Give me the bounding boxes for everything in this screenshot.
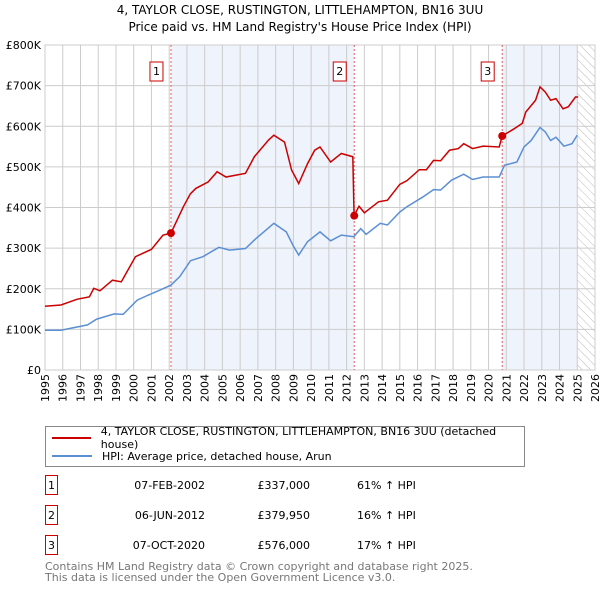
y-tick-label: £700K (6, 80, 42, 93)
sale-date: 07-FEB-2002 (134, 479, 205, 492)
x-tick-label: 2008 (270, 374, 283, 402)
x-tick-label: 2009 (287, 374, 300, 402)
sale-label-box (480, 61, 495, 82)
sale-label: 2 (336, 65, 343, 78)
sale-label-box (149, 61, 164, 82)
sale-hpi-diff: 16% ↑ HPI (357, 509, 416, 522)
sale-price: £379,950 (257, 509, 311, 522)
footer-licence: This data is licensed under the Open Gov… (45, 571, 396, 584)
y-tick-label: £800K (6, 39, 42, 52)
legend-label: 4, TAYLOR CLOSE, RUSTINGTON, LITTLEHAMPT… (100, 425, 497, 451)
x-tick-label: 2000 (128, 374, 141, 402)
x-tick-label: 1997 (74, 374, 87, 402)
legend: 4, TAYLOR CLOSE, RUSTINGTON, LITTLEHAMPT… (45, 425, 525, 467)
y-tick-label: £0 (27, 364, 41, 377)
sale-row: 3 07-OCT-2020 £576,000 17% ↑ HPI (45, 535, 445, 557)
sale-hpi-diff: 61% ↑ HPI (357, 479, 416, 492)
x-tick-label: 2001 (145, 374, 158, 402)
x-tick-label: 2022 (518, 374, 531, 402)
sale-date: 07-OCT-2020 (132, 539, 205, 552)
x-tick-label: 1996 (57, 374, 70, 402)
x-tick-label: 2002 (163, 374, 176, 402)
sale-marker-badge: 1 (45, 475, 58, 495)
x-tick-label: 1995 (39, 374, 52, 402)
x-tick-label: 2019 (465, 374, 478, 402)
x-tick-label: 1998 (92, 374, 105, 402)
sale-label-box (332, 61, 347, 82)
chart-subtitle: Price paid vs. HM Land Registry's House … (128, 20, 472, 34)
x-tick-label: 2025 (571, 374, 584, 402)
x-tick-label: 2016 (412, 374, 425, 402)
x-tick-label: 2026 (589, 374, 600, 402)
x-tick-label: 1999 (110, 374, 123, 402)
x-tick-label: 2024 (554, 374, 567, 402)
y-tick-label: £200K (6, 283, 42, 296)
sale-row: 2 06-JUN-2012 £379,950 16% ↑ HPI (45, 505, 445, 527)
sale-marker-badge: 3 (45, 535, 58, 555)
chart-title: 4, TAYLOR CLOSE, RUSTINGTON, LITTLEHAMPT… (116, 3, 484, 17)
y-tick-label: £100K (6, 323, 42, 336)
sale-point (350, 211, 359, 220)
x-tick-label: 2023 (536, 374, 549, 402)
footer-copyright: Contains HM Land Registry data © Crown c… (45, 560, 473, 573)
sale-price: £576,000 (257, 539, 311, 552)
sale-point (166, 229, 175, 238)
x-tick-label: 2005 (216, 374, 229, 402)
x-tick-label: 2004 (199, 374, 212, 402)
x-tick-label: 2011 (323, 374, 336, 402)
sale-point (498, 132, 507, 140)
sale-label: 1 (153, 65, 160, 78)
legend-swatch-red (52, 437, 91, 439)
plot-border (44, 44, 596, 371)
x-tick-label: 2003 (181, 374, 194, 402)
sale-hpi-diff: 17% ↑ HPI (357, 539, 416, 552)
x-tick-label: 2013 (358, 374, 371, 402)
x-tick-label: 2007 (252, 374, 265, 402)
hpi-line (45, 126, 578, 331)
y-tick-label: £400K (6, 202, 42, 215)
sale-marker-badge: 2 (45, 505, 58, 525)
x-tick-label: 2006 (234, 374, 247, 402)
price-paid-line (44, 85, 579, 307)
legend-item-hpi: HPI: Average price, detached house, Arun (52, 448, 332, 464)
sale-label: 3 (484, 65, 491, 78)
legend-label: HPI: Average price, detached house, Arun (102, 449, 332, 463)
y-tick-label: £500K (6, 161, 42, 174)
x-tick-label: 2020 (483, 374, 496, 402)
legend-item-property: 4, TAYLOR CLOSE, RUSTINGTON, LITTLEHAMPT… (52, 425, 524, 451)
sale-row: 1 07-FEB-2002 £337,000 61% ↑ HPI (45, 475, 445, 497)
y-tick-label: £600K (6, 120, 42, 133)
y-tick-label: £300K (6, 242, 42, 255)
x-tick-label: 2021 (500, 374, 513, 402)
x-tick-label: 2017 (429, 374, 442, 402)
x-tick-label: 2018 (447, 374, 460, 402)
price-chart: 1995 1996 1997 1998 1999 2000 2001 2002 2003 2004… (6, 39, 600, 402)
legend-swatch-blue (52, 455, 92, 457)
sale-price: £337,000 (257, 479, 311, 492)
x-tick-label: 2012 (341, 374, 354, 402)
x-tick-label: 2010 (305, 374, 318, 402)
sale-date: 06-JUN-2012 (134, 509, 205, 522)
x-tick-label: 2015 (394, 374, 407, 402)
x-tick-label: 2014 (376, 374, 389, 402)
